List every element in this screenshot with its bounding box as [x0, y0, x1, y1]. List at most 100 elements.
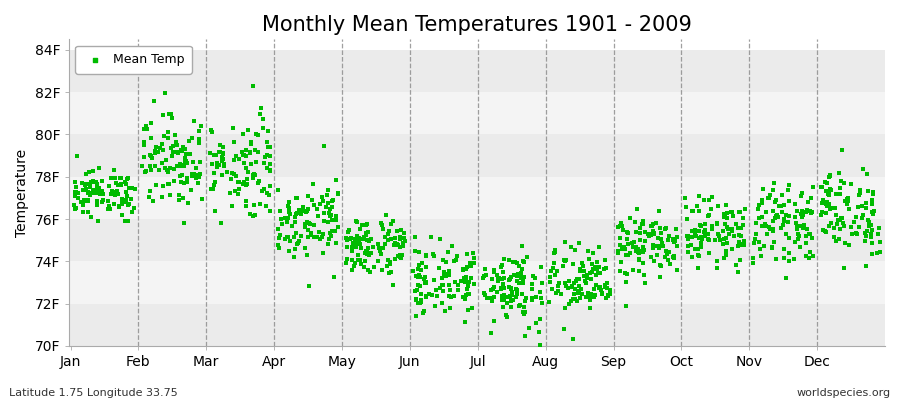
Point [288, 246, 302, 252]
Point [139, 123, 153, 129]
Point [506, 258, 520, 265]
Point [593, 284, 608, 290]
Point [526, 295, 540, 301]
Point [774, 208, 788, 215]
Point [615, 246, 629, 252]
Point [762, 226, 777, 233]
Point [647, 230, 662, 236]
Point [195, 196, 210, 202]
Point [818, 228, 832, 234]
Point [90, 202, 104, 208]
Point [724, 208, 738, 215]
Point [566, 295, 580, 302]
Point [282, 248, 296, 254]
Point [499, 311, 513, 318]
Point [92, 188, 106, 194]
Point [710, 203, 724, 209]
Point [327, 274, 341, 280]
Point [776, 222, 790, 229]
Point [274, 220, 289, 227]
Point [509, 287, 524, 293]
Point [301, 226, 315, 233]
Point [89, 179, 104, 186]
Point [688, 246, 702, 252]
Point [148, 97, 162, 104]
Point [649, 220, 663, 227]
Point [118, 217, 132, 224]
Point [236, 131, 250, 137]
Point [570, 298, 584, 304]
Point [331, 190, 346, 196]
Point [716, 228, 731, 234]
Point [681, 235, 696, 242]
Point [828, 205, 842, 211]
Point [611, 248, 625, 254]
Point [794, 192, 808, 199]
Point [362, 238, 376, 244]
Point [340, 237, 355, 244]
Point [251, 149, 266, 155]
Point [793, 223, 807, 230]
Point [797, 222, 812, 228]
Point [208, 208, 222, 214]
Point [459, 265, 473, 272]
Point [702, 237, 716, 243]
Point [647, 230, 662, 237]
Point [213, 142, 228, 148]
Point [721, 226, 735, 233]
Point [483, 287, 498, 294]
Point [558, 258, 572, 264]
Point [317, 218, 331, 224]
Point [127, 205, 141, 212]
Point [315, 194, 329, 200]
Point [832, 226, 847, 232]
Point [819, 200, 833, 206]
Point [552, 280, 566, 286]
Point [260, 190, 274, 196]
Point [737, 238, 751, 244]
Point [819, 201, 833, 207]
Point [307, 222, 321, 228]
Point [412, 262, 427, 268]
Point [358, 258, 373, 264]
Point [292, 238, 306, 244]
Point [771, 214, 786, 220]
Point [158, 90, 172, 96]
Point [371, 241, 385, 247]
Point [592, 284, 607, 291]
Point [353, 257, 367, 264]
Point [410, 286, 425, 293]
Point [501, 284, 516, 290]
Point [736, 238, 751, 244]
Point [203, 186, 218, 192]
Point [443, 287, 457, 293]
Point [731, 243, 745, 250]
Point [806, 184, 820, 190]
Point [455, 266, 470, 272]
Point [836, 220, 850, 226]
Point [583, 270, 598, 276]
Point [274, 208, 288, 214]
Point [189, 174, 203, 181]
Point [301, 193, 315, 200]
Point [782, 250, 796, 256]
Point [250, 180, 265, 186]
Point [461, 307, 475, 313]
Point [115, 196, 130, 203]
Point [832, 190, 847, 197]
Point [68, 179, 82, 185]
Point [850, 230, 864, 237]
Point [831, 217, 845, 224]
Point [252, 110, 266, 117]
Point [796, 212, 810, 218]
Point [512, 303, 526, 310]
Point [761, 195, 776, 201]
Point [493, 285, 508, 291]
Point [856, 166, 870, 172]
Point [666, 254, 680, 261]
Point [290, 194, 304, 201]
Point [115, 201, 130, 208]
Point [505, 289, 519, 296]
Point [717, 235, 732, 242]
Point [418, 293, 433, 300]
